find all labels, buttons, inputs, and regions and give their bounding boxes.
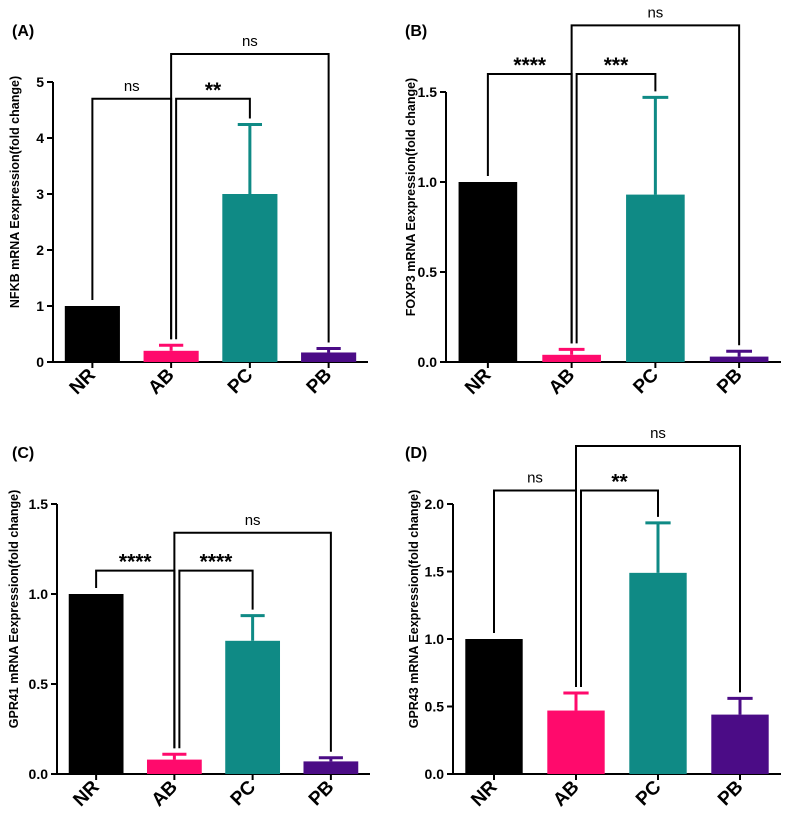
y-tick-label-a: 3 bbox=[36, 186, 44, 202]
y-tick-label-c: 1.0 bbox=[29, 586, 49, 602]
y-tick-label-c: 1.5 bbox=[29, 496, 49, 512]
significance-bracket-a bbox=[170, 53, 330, 343]
y-axis-label-b: FOXP3 mRNA Eexpression(fold change) bbox=[404, 78, 418, 316]
bar-a-pc bbox=[222, 194, 278, 362]
panel-label-b: (B) bbox=[405, 23, 427, 40]
y-tick-label-b: 1.5 bbox=[418, 84, 438, 100]
y-tick-label-a: 1 bbox=[36, 298, 44, 314]
significance-label-d: ** bbox=[611, 471, 628, 494]
x-tick-label-a-pc: PC bbox=[224, 364, 258, 398]
panel-label-d: (D) bbox=[405, 445, 427, 462]
bar-c-pc bbox=[225, 640, 281, 774]
x-tick-label-d-pc: PC bbox=[632, 776, 666, 810]
y-axis-label-a: NFKB mRNA Eexpression(fold change) bbox=[8, 76, 22, 308]
y-tick-label-d: 0.0 bbox=[425, 766, 445, 782]
significance-bracket-b bbox=[575, 73, 657, 344]
significance-label-a: ns bbox=[242, 33, 258, 50]
bar-d-pb bbox=[711, 714, 769, 774]
panel-c: (C) GPR41 mRNA Eexpression(fold change) 0.… bbox=[7, 445, 370, 811]
y-tick-label-d: 1.5 bbox=[425, 564, 445, 580]
bar-a-ab bbox=[143, 350, 199, 362]
y-tick-label-d: 2.0 bbox=[425, 496, 445, 512]
x-tick-label-b-pb: PB bbox=[713, 365, 747, 399]
x-tick-label-b-nr: NR bbox=[461, 364, 495, 398]
y-tick-label-b: 1.0 bbox=[418, 174, 438, 190]
significance-label-a: ns bbox=[124, 78, 140, 95]
significance-bracket-a bbox=[91, 97, 173, 340]
significance-bracket-b bbox=[570, 24, 741, 346]
significance-bracket-d bbox=[575, 444, 741, 693]
y-tick-label-a: 0 bbox=[36, 354, 44, 370]
significance-bracket-c bbox=[173, 531, 332, 752]
bar-c-ab bbox=[146, 759, 202, 774]
x-tick-label-a-pb: PB bbox=[303, 365, 337, 399]
y-axis-label-c: GPR41 mRNA Eexpression(fold change) bbox=[7, 490, 21, 728]
bar-b-pb bbox=[709, 356, 769, 362]
significance-label-a: ** bbox=[205, 79, 222, 102]
significance-label-c: ns bbox=[245, 512, 261, 529]
x-tick-label-c-ab: AB bbox=[148, 777, 182, 811]
significance-label-d: ns bbox=[527, 470, 543, 487]
bar-b-pc bbox=[626, 194, 685, 362]
y-tick-label-a: 5 bbox=[36, 74, 44, 90]
significance-label-b: ns bbox=[647, 4, 663, 21]
significance-label-c: **** bbox=[119, 551, 153, 574]
bar-b-ab bbox=[542, 354, 601, 362]
y-axis-label-d: GPR43 mRNA Eexpression(fold change) bbox=[407, 490, 421, 728]
x-tick-label-d-pb: PB bbox=[714, 777, 748, 811]
x-tick-label-b-ab: AB bbox=[545, 365, 579, 399]
significance-bracket-c bbox=[178, 569, 254, 749]
x-tick-label-d-ab: AB bbox=[549, 777, 583, 811]
y-tick-label-b: 0.0 bbox=[418, 354, 438, 370]
x-tick-label-c-pb: PB bbox=[305, 777, 339, 811]
y-tick-label-a: 4 bbox=[36, 130, 44, 146]
x-tick-label-b-pc: PC bbox=[629, 364, 663, 398]
y-tick-label-d: 0.5 bbox=[425, 699, 445, 715]
significance-bracket-a bbox=[175, 97, 251, 340]
bar-c-nr bbox=[68, 594, 124, 774]
significance-label-b: *** bbox=[604, 54, 629, 77]
bar-b-nr bbox=[458, 182, 518, 362]
panel-label-a: (A) bbox=[12, 23, 34, 40]
panel-a: (A) NFKB mRNA Eexpression(fold change) 0 1 2… bbox=[8, 23, 368, 399]
x-tick-label-d-nr: NR bbox=[467, 776, 501, 810]
x-tick-label-a-nr: NR bbox=[66, 364, 100, 398]
bar-c-pb bbox=[303, 761, 359, 774]
bar-d-nr bbox=[465, 639, 523, 774]
y-tick-label-a: 2 bbox=[36, 242, 44, 258]
bar-d-ab bbox=[547, 710, 605, 774]
panel-d: (D) GPR43 mRNA Eexpression(fold change) 0.… bbox=[405, 425, 781, 811]
y-tick-label-d: 1.0 bbox=[425, 631, 445, 647]
significance-label-c: **** bbox=[200, 551, 234, 574]
panel-label-c: (C) bbox=[12, 445, 34, 462]
significance-bracket-d bbox=[580, 489, 659, 687]
bar-a-nr bbox=[64, 306, 120, 362]
bar-d-pc bbox=[629, 572, 687, 774]
significance-label-d: ns bbox=[650, 425, 666, 442]
bar-a-pb bbox=[301, 352, 357, 362]
x-tick-label-c-pc: PC bbox=[227, 776, 261, 810]
x-tick-label-c-nr: NR bbox=[69, 776, 103, 810]
y-tick-label-c: 0.0 bbox=[29, 766, 49, 782]
panel-b: (B)FOXP3 mRNA Eexpression(fold change)0.… bbox=[404, 4, 781, 399]
x-tick-label-a-ab: AB bbox=[144, 365, 178, 399]
significance-label-b: **** bbox=[513, 54, 547, 77]
y-tick-label-c: 0.5 bbox=[29, 676, 49, 692]
y-tick-label-b: 0.5 bbox=[418, 264, 438, 280]
